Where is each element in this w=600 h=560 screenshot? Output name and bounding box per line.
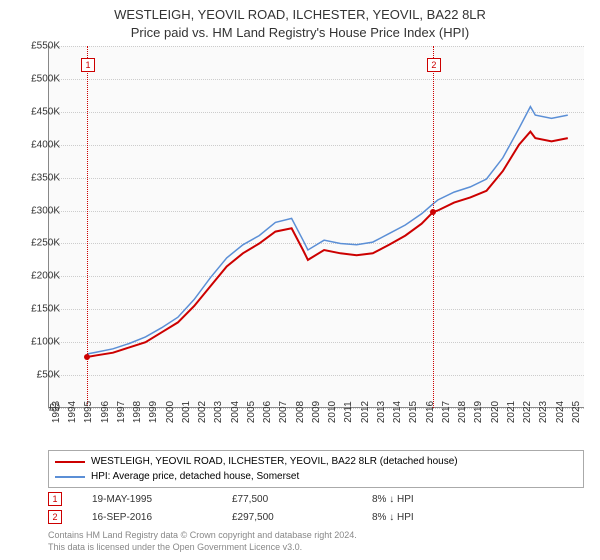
marker-row-2: 2 16-SEP-2016 £297,500 8% ↓ HPI: [48, 508, 584, 526]
x-tick-label: 2020: [490, 401, 501, 423]
marker-badge: 1: [81, 58, 95, 72]
x-tick-label: 2024: [555, 401, 566, 423]
marker-guideline: [433, 46, 434, 408]
y-tick-label: £400K: [16, 139, 60, 150]
x-tick-label: 1995: [83, 401, 94, 423]
marker-price-1: £77,500: [232, 494, 342, 505]
marker-delta-1: 8% ↓ HPI: [372, 494, 482, 505]
footer-line-1: Contains HM Land Registry data © Crown c…: [48, 530, 357, 540]
series-lines: [48, 46, 584, 408]
legend: WESTLEIGH, YEOVIL ROAD, ILCHESTER, YEOVI…: [48, 450, 584, 488]
x-tick-label: 2004: [230, 401, 241, 423]
x-tick-label: 2017: [441, 401, 452, 423]
x-tick-label: 2019: [473, 401, 484, 423]
series-line-1: [87, 107, 568, 354]
x-tick-label: 2000: [165, 401, 176, 423]
x-tick-label: 2025: [571, 401, 582, 423]
legend-swatch-1: [55, 461, 85, 463]
x-tick-label: 2012: [360, 401, 371, 423]
y-tick-label: £350K: [16, 172, 60, 183]
x-tick-label: 2013: [376, 401, 387, 423]
legend-label-1: WESTLEIGH, YEOVIL ROAD, ILCHESTER, YEOVI…: [91, 454, 458, 469]
y-tick-label: £500K: [16, 73, 60, 84]
legend-swatch-2: [55, 476, 85, 478]
x-tick-label: 2002: [197, 401, 208, 423]
y-tick-label: £150K: [16, 304, 60, 315]
marker-row-1: 1 19-MAY-1995 £77,500 8% ↓ HPI: [48, 490, 584, 508]
x-tick-label: 1994: [67, 401, 78, 423]
x-tick-label: 2015: [408, 401, 419, 423]
x-tick-label: 1996: [100, 401, 111, 423]
legend-item-1: WESTLEIGH, YEOVIL ROAD, ILCHESTER, YEOVI…: [55, 454, 577, 469]
y-tick-label: £100K: [16, 337, 60, 348]
legend-label-2: HPI: Average price, detached house, Some…: [91, 469, 299, 484]
x-tick-label: 2006: [262, 401, 273, 423]
x-tick-label: 2022: [522, 401, 533, 423]
y-tick-label: £300K: [16, 205, 60, 216]
marker-price-2: £297,500: [232, 512, 342, 523]
y-tick-label: £450K: [16, 106, 60, 117]
footer-line-2: This data is licensed under the Open Gov…: [48, 542, 302, 552]
x-tick-label: 2023: [538, 401, 549, 423]
marker-point: [430, 209, 436, 215]
x-tick-label: 2008: [295, 401, 306, 423]
x-tick-label: 2001: [181, 401, 192, 423]
x-tick-label: 1999: [148, 401, 159, 423]
x-tick-label: 2005: [246, 401, 257, 423]
x-tick-label: 1998: [132, 401, 143, 423]
chart-container: WESTLEIGH, YEOVIL ROAD, ILCHESTER, YEOVI…: [0, 0, 600, 560]
marker-date-1: 19-MAY-1995: [92, 494, 202, 505]
x-tick-label: 2018: [457, 401, 468, 423]
x-tick-label: 2009: [311, 401, 322, 423]
footer-attribution: Contains HM Land Registry data © Crown c…: [48, 530, 357, 553]
x-tick-label: 2021: [506, 401, 517, 423]
x-tick-label: 2007: [278, 401, 289, 423]
marker-date-2: 16-SEP-2016: [92, 512, 202, 523]
marker-badge-2: 2: [48, 510, 62, 524]
x-tick-label: 2016: [425, 401, 436, 423]
chart-title: WESTLEIGH, YEOVIL ROAD, ILCHESTER, YEOVI…: [0, 0, 600, 41]
marker-delta-2: 8% ↓ HPI: [372, 512, 482, 523]
y-tick-label: £200K: [16, 271, 60, 282]
x-tick-label: 2003: [213, 401, 224, 423]
title-line-1: WESTLEIGH, YEOVIL ROAD, ILCHESTER, YEOVI…: [114, 7, 486, 22]
y-tick-label: £50K: [16, 370, 60, 381]
y-tick-label: £0: [16, 403, 60, 414]
y-tick-label: £550K: [16, 41, 60, 52]
x-tick-label: 2011: [343, 401, 354, 423]
marker-badge: 2: [427, 58, 441, 72]
title-line-2: Price paid vs. HM Land Registry's House …: [131, 25, 469, 40]
x-tick-label: 1997: [116, 401, 127, 423]
y-tick-label: £250K: [16, 238, 60, 249]
x-tick-label: 2010: [327, 401, 338, 423]
marker-point: [84, 354, 90, 360]
plot-area: 12 1993199419951996199719981999200020012…: [48, 46, 584, 408]
x-tick-label: 2014: [392, 401, 403, 423]
marker-badge-1: 1: [48, 492, 62, 506]
legend-item-2: HPI: Average price, detached house, Some…: [55, 469, 577, 484]
series-line-0: [87, 132, 568, 357]
markers-table: 1 19-MAY-1995 £77,500 8% ↓ HPI 2 16-SEP-…: [48, 490, 584, 526]
